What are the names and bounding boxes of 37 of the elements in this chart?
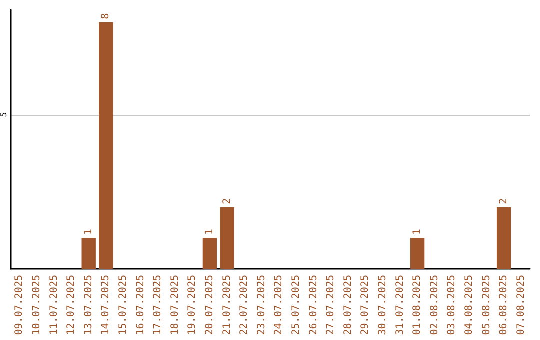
data-label: 2 [222, 198, 233, 204]
x-tick-label: 27.07.2025 [326, 275, 337, 336]
data-label: 8 [100, 13, 112, 20]
x-tick-label: 31.07.2025 [394, 275, 406, 336]
x-tick-label: 13.07.2025 [83, 275, 94, 336]
x-tick-label: 19.07.2025 [187, 275, 198, 336]
x-tick-label: 15.07.2025 [118, 275, 129, 336]
x-tick-label: 04.08.2025 [464, 275, 475, 336]
x-tick-label: 22.07.2025 [239, 275, 250, 336]
x-tick-label: 16.07.2025 [135, 275, 146, 336]
x-tick-label: 17.07.2025 [152, 275, 164, 336]
x-tick-label: 05.08.2025 [481, 275, 492, 336]
x-tick-label: 02.08.2025 [429, 275, 440, 336]
y-tick-label: 5 [0, 112, 8, 118]
x-tick-label: 20.07.2025 [204, 275, 216, 336]
x-tick-label: 18.07.2025 [170, 275, 181, 336]
x-tick-label: 21.07.2025 [222, 275, 233, 336]
x-tick-label: 03.08.2025 [446, 275, 458, 336]
x-tick-label: 25.07.2025 [290, 275, 302, 336]
data-label: 1 [412, 229, 424, 236]
x-tick-label: 10.07.2025 [31, 275, 42, 336]
x-tick-label: 30.07.2025 [377, 275, 388, 336]
data-label: 1 [83, 229, 94, 236]
x-tick-label: 24.07.2025 [274, 275, 285, 336]
x-tick-label: 23.07.2025 [256, 275, 268, 336]
x-tick-label: 06.08.2025 [498, 275, 510, 336]
x-tick-label: 26.07.2025 [308, 275, 320, 336]
x-tick-label: 11.07.2025 [48, 275, 60, 336]
x-tick-label: 28.07.2025 [342, 275, 354, 336]
x-tick-label: 01.08.2025 [412, 275, 424, 336]
x-tick-label: 09.07.2025 [14, 275, 26, 336]
x-tick-label: 12.07.2025 [66, 275, 78, 336]
x-tick-label: 29.07.2025 [360, 275, 372, 336]
data-label: 1 [204, 229, 216, 236]
data-label: 2 [498, 198, 510, 204]
x-tick-label: 07.08.2025 [516, 275, 527, 336]
x-tick-label: 14.07.2025 [100, 275, 112, 336]
